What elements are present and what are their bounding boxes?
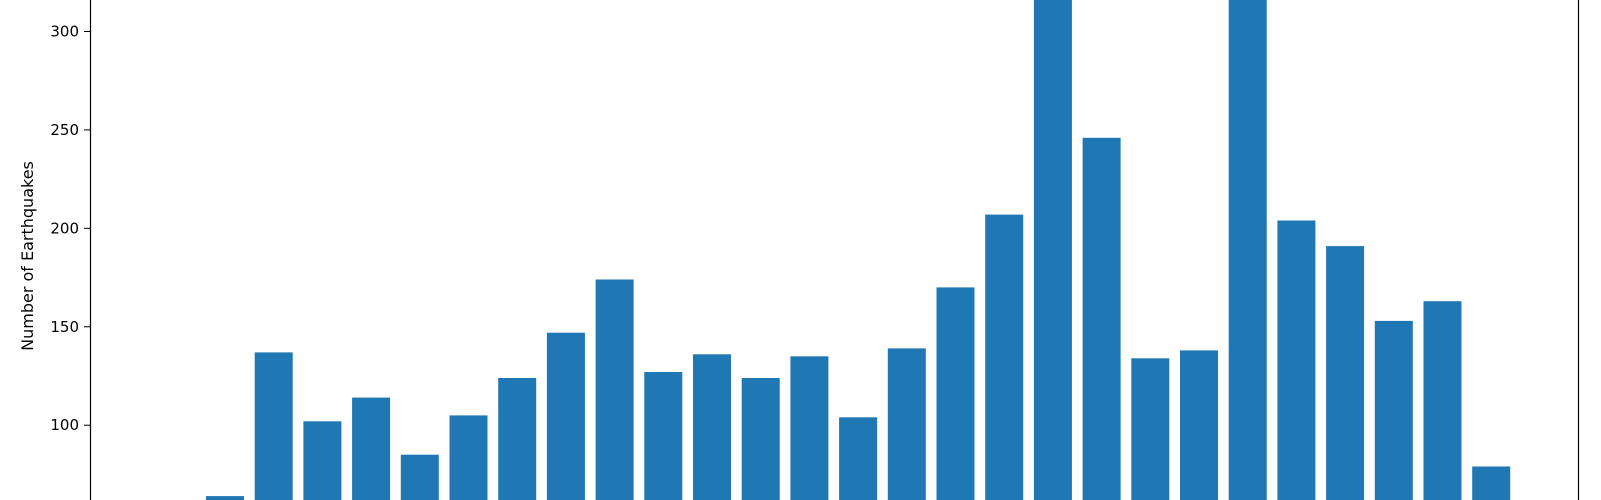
- bar-16: [985, 214, 1024, 500]
- bar-22: [1277, 220, 1316, 500]
- y-tick-label-200: 200: [50, 219, 79, 237]
- bar-8: [595, 279, 634, 500]
- y-tick-label-300: 300: [50, 22, 79, 40]
- bar-11: [741, 378, 780, 500]
- bar-7: [546, 332, 585, 500]
- bar-4: [400, 454, 439, 500]
- bar-0: [206, 496, 244, 500]
- y-tick-label-150: 150: [50, 318, 79, 336]
- bar-9: [644, 372, 683, 500]
- bars-group: [206, 0, 1511, 500]
- y-tick-label-250: 250: [50, 121, 79, 139]
- bar-15: [936, 287, 975, 500]
- bar-1: [254, 352, 293, 500]
- bar-13: [839, 417, 878, 500]
- bar-25: [1423, 301, 1462, 500]
- bar-10: [693, 354, 731, 500]
- bar-3: [352, 397, 391, 500]
- bar-24: [1374, 320, 1413, 500]
- bar-6: [498, 378, 537, 500]
- bar-12: [790, 356, 829, 500]
- y-axis-label: Number of Earthquakes: [18, 161, 37, 351]
- y-tick-label-100: 100: [50, 416, 79, 434]
- bar-26: [1472, 466, 1511, 500]
- bar-23: [1326, 246, 1365, 500]
- bar-17: [1033, 0, 1072, 500]
- bar-14: [887, 348, 926, 500]
- bar-19: [1131, 358, 1170, 500]
- bar-20: [1180, 350, 1218, 500]
- bar-18: [1082, 137, 1121, 500]
- bar-2: [303, 421, 342, 500]
- bar-21: [1228, 0, 1267, 500]
- y-axis-ticks: 100 150 200 250 300: [50, 22, 91, 434]
- bar-5: [449, 415, 488, 500]
